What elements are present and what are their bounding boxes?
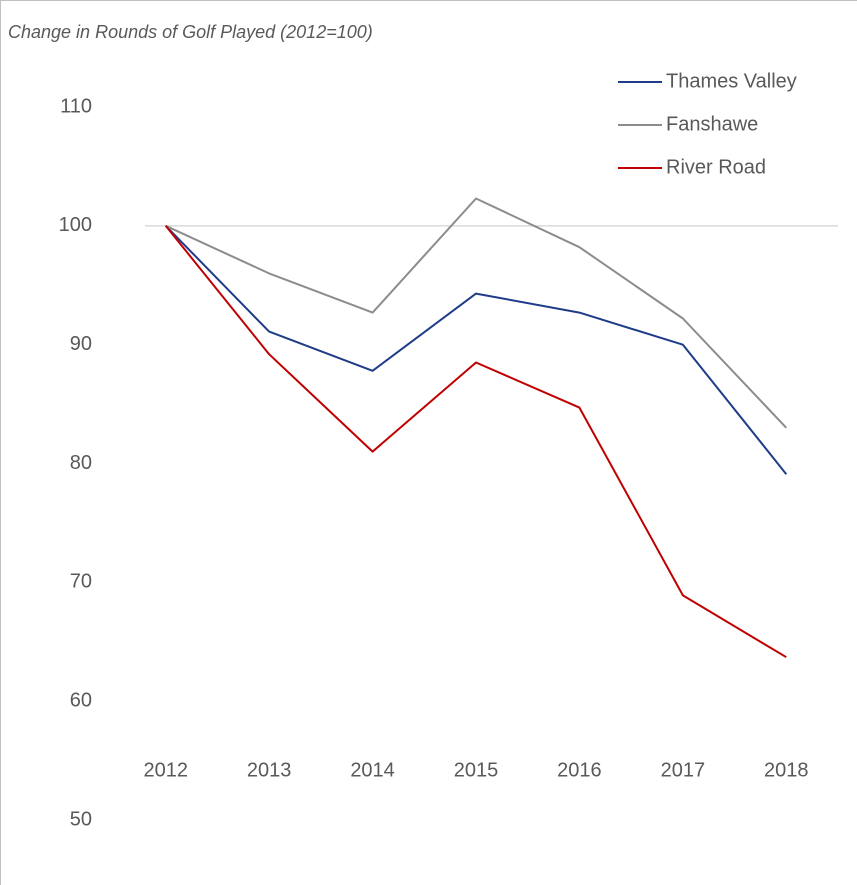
series-line — [164, 225, 788, 475]
x-tick-label: 2017 — [661, 759, 706, 781]
x-tick-label: 2013 — [247, 759, 292, 781]
y-tick-label: 50 — [70, 808, 92, 830]
y-tick-label: 60 — [70, 689, 92, 711]
x-tick-label: 2012 — [143, 759, 188, 781]
y-tick-label: 100 — [59, 214, 92, 236]
x-tick-label: 2015 — [454, 759, 499, 781]
y-tick-label: 70 — [70, 571, 92, 593]
y-tick-label: 110 — [60, 95, 92, 117]
y-tick-label: 90 — [70, 333, 92, 355]
chart-title: Change in Rounds of Golf Played (2012=10… — [8, 22, 373, 42]
legend-label: Thames Valley — [666, 70, 797, 92]
x-tick-label: 2018 — [764, 759, 809, 781]
x-tick-label: 2016 — [557, 759, 602, 781]
series-line — [164, 225, 787, 659]
series-line — [165, 197, 788, 429]
legend-label: Fanshawe — [666, 113, 758, 135]
y-tick-label: 80 — [70, 452, 92, 474]
x-tick-label: 2014 — [350, 759, 395, 781]
legend-label: River Road — [666, 156, 766, 178]
